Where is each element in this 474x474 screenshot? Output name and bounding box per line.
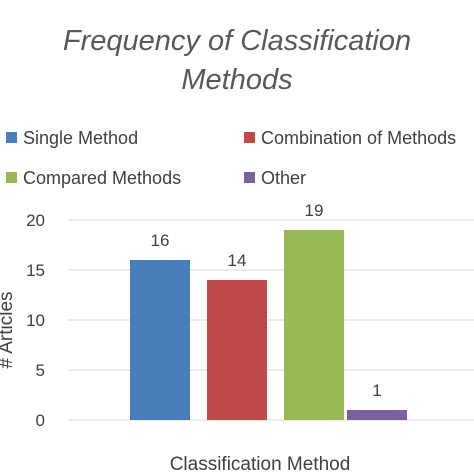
legend-swatch-other (244, 172, 255, 183)
bar-compared-methods (284, 230, 344, 420)
legend-swatch-single-method (6, 132, 17, 143)
x-axis-title: Classification Method (170, 454, 351, 474)
legend-swatch-compared-methods (6, 172, 17, 183)
y-tick-label: 5 (36, 361, 45, 380)
chart-title-line-2: Methods (181, 64, 293, 96)
y-axis-title: # Articles (0, 291, 17, 368)
data-labels: 16 14 19 1 (151, 201, 382, 400)
legend-item-compared-methods: Compared Methods (6, 167, 181, 189)
bar-combination-of-methods (207, 280, 267, 420)
data-label: 16 (151, 231, 170, 250)
legend-label: Compared Methods (23, 168, 182, 188)
legend-item-other: Other (244, 167, 306, 189)
chart-title-line-1: Frequency of Classification (62, 25, 412, 57)
data-label: 14 (228, 251, 247, 270)
gridlines (68, 219, 474, 421)
legend-label: Other (261, 168, 307, 188)
bar-single-method (130, 260, 190, 420)
legend-item-single-method: Single Method (6, 127, 138, 149)
legend-item-combination-of-methods: Combination of Methods (244, 127, 456, 149)
data-label: 1 (372, 381, 381, 400)
legend-label: Combination of Methods (261, 128, 457, 148)
bar-other (347, 410, 407, 420)
y-tick-label: 20 (26, 211, 45, 230)
bars (130, 230, 407, 420)
y-tick-labels: 0 5 10 15 20 (26, 211, 45, 430)
chart-title: Frequency of Classification Methods (0, 22, 474, 100)
y-tick-label: 15 (26, 261, 45, 280)
y-tick-label: 0 (36, 411, 45, 430)
data-label: 19 (305, 201, 324, 220)
legend-label: Single Method (23, 128, 139, 148)
y-tick-label: 10 (26, 311, 45, 330)
legend-swatch-combination-of-methods (244, 132, 255, 143)
